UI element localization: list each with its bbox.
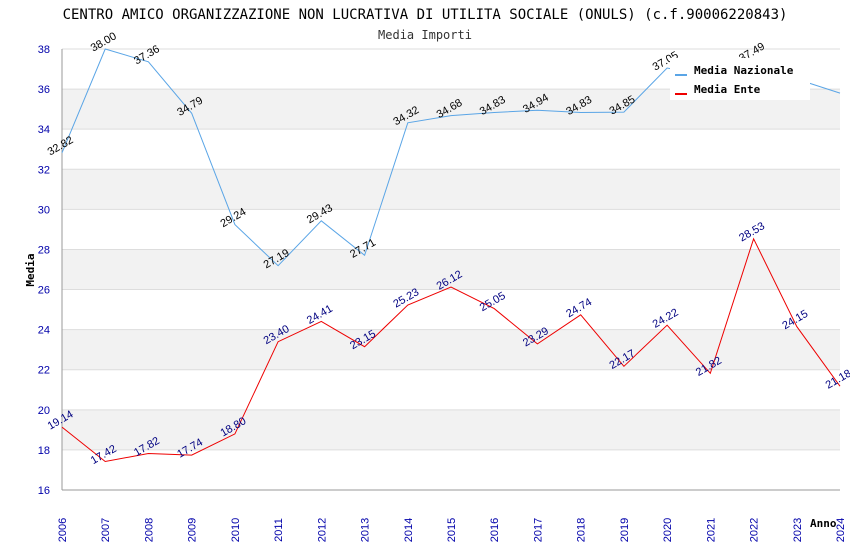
x-axis-label: Anno <box>810 517 837 530</box>
x-tick-label: 2011 <box>273 518 285 542</box>
x-tick-label: 2012 <box>316 518 328 542</box>
x-axis-ticks: 2006 2007 2008 2009 2010 2011 2012 2013 2014 2015… <box>57 518 847 542</box>
x-tick-label: 2010 <box>230 518 242 542</box>
legend-label-media-nazionale: Media Nazionale <box>694 64 794 77</box>
x-tick-label: 2006 <box>57 518 69 542</box>
x-tick-label: 2020 <box>662 518 674 542</box>
grid-band <box>62 169 840 210</box>
y-tick-label: 34 <box>38 124 50 136</box>
gridlines <box>61 48 840 491</box>
y-tick-label: 28 <box>38 244 50 256</box>
x-tick-label: 2008 <box>143 518 155 542</box>
x-tick-label: 2023 <box>792 518 804 542</box>
y-tick-label: 30 <box>38 204 50 216</box>
y-tick-label: 32 <box>38 164 50 176</box>
media-ente-data-label: 21.18 <box>824 367 850 391</box>
media-ente-data-label: 25.05 <box>478 290 508 314</box>
grid-band <box>62 409 840 450</box>
media-ente-data-label: 24.15 <box>780 308 810 332</box>
y-tick-label: 24 <box>38 325 50 337</box>
x-tick-label: 2024 <box>835 518 847 542</box>
chart-subtitle: Media Importi <box>378 28 472 42</box>
x-tick-label: 2015 <box>446 518 458 542</box>
y-axis-label: Media <box>24 253 37 286</box>
media-nazionale-data-label: 32.82 <box>46 134 76 158</box>
legend-box <box>670 58 810 100</box>
x-tick-label: 2014 <box>403 518 415 542</box>
plot-background-bands <box>62 89 840 450</box>
y-tick-label: 18 <box>38 445 50 457</box>
x-tick-label: 2019 <box>619 518 631 542</box>
x-tick-label: 2021 <box>705 518 717 542</box>
y-tick-label: 22 <box>38 365 50 377</box>
x-tick-label: 2017 <box>532 518 544 542</box>
media-ente-data-label: 24.41 <box>305 303 335 327</box>
x-tick-label: 2016 <box>489 518 501 542</box>
x-tick-label: 2009 <box>187 518 199 542</box>
y-tick-label: 36 <box>38 84 50 96</box>
media-nazionale-data-label: 38.00 <box>89 30 119 54</box>
x-tick-label: 2022 <box>749 518 761 542</box>
y-tick-label: 26 <box>38 285 50 297</box>
x-tick-label: 2007 <box>100 518 112 542</box>
media-ente-line <box>61 237 841 463</box>
y-tick-label: 38 <box>38 44 50 56</box>
x-tick-label: 2018 <box>576 518 588 542</box>
grid-band <box>62 249 840 290</box>
y-axis-ticks: 16 18 20 22 24 26 28 30 32 34 36 38 <box>38 44 50 497</box>
legend-label-media-ente: Media Ente <box>694 83 761 96</box>
x-tick-label: 2013 <box>360 518 372 542</box>
media-ente-data-label: 28.53 <box>737 220 767 244</box>
y-tick-label: 20 <box>38 405 50 417</box>
grid-band <box>62 329 840 370</box>
y-tick-label: 16 <box>38 485 50 497</box>
chart-title: CENTRO AMICO ORGANIZZAZIONE NON LUCRATIV… <box>63 7 788 23</box>
legend: Media Nazionale Media Ente <box>670 58 810 100</box>
media-nazionale-data-label: 37.36 <box>132 43 162 67</box>
media-ente-data-label: 24.74 <box>564 296 594 320</box>
